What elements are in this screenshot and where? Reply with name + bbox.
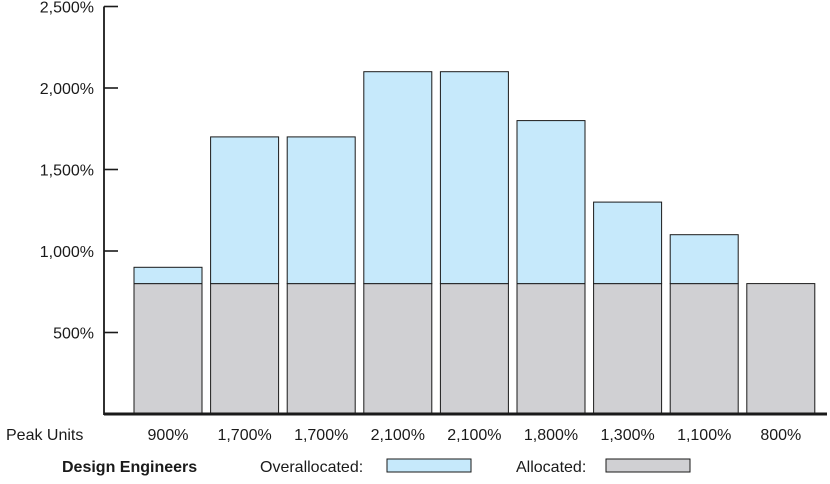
bar-overallocated (363, 71, 433, 285)
peak-units-value: 800% (760, 427, 801, 444)
bar-allocated (286, 283, 356, 415)
peak-units-value: 1,800% (524, 427, 578, 444)
legend-item-label: Overallocated: (260, 459, 363, 476)
peak-units-value: 2,100% (371, 427, 425, 444)
peak-units-label: Peak Units (6, 427, 83, 444)
bar-overallocated (669, 234, 739, 285)
legend: Design Engineers Overallocated: Allocated: (62, 458, 691, 476)
bar-allocated (210, 283, 280, 415)
bar-allocated (439, 283, 509, 415)
y-axis-ticks: 500% 1,000% 1,500% 2,000% 2,500% (40, 0, 118, 343)
bar-overallocated (439, 71, 509, 285)
peak-units-value: 900% (148, 427, 189, 444)
axes-group (103, 6, 827, 416)
bar-overallocated (286, 136, 356, 285)
bar-allocated (516, 283, 586, 415)
peak-units-value: 2,100% (447, 427, 501, 444)
bar-overallocated (593, 201, 663, 285)
legend-item-label: Allocated: (516, 459, 586, 476)
bar-allocated (363, 283, 433, 415)
y-tick-label: 500% (53, 326, 94, 343)
peak-units-value: 1,700% (294, 427, 348, 444)
y-tick-label: 2,500% (40, 0, 94, 17)
y-tick-label: 1,000% (40, 244, 94, 261)
bar-overallocated (210, 136, 280, 285)
peak-units-value: 1,700% (217, 427, 271, 444)
y-tick-label: 2,000% (40, 81, 94, 98)
bar-allocated (669, 283, 739, 415)
peak-units-row: Peak Units 900% 1,700% 1,700% 2,100% 2,100% 1,… (6, 427, 801, 444)
bar-overallocated (133, 266, 203, 285)
bar-allocated (133, 283, 203, 415)
legend-title: Design Engineers (62, 459, 197, 476)
bar-overallocated (516, 120, 586, 285)
peak-units-value: 1,300% (600, 427, 654, 444)
legend-swatch (386, 458, 472, 473)
peak-units-value: 1,100% (677, 427, 731, 444)
bars-group (133, 71, 816, 415)
legend-swatch (605, 458, 691, 473)
bar-allocated (746, 283, 816, 415)
y-tick-label: 1,500% (40, 163, 94, 180)
bar-allocated (593, 283, 663, 415)
